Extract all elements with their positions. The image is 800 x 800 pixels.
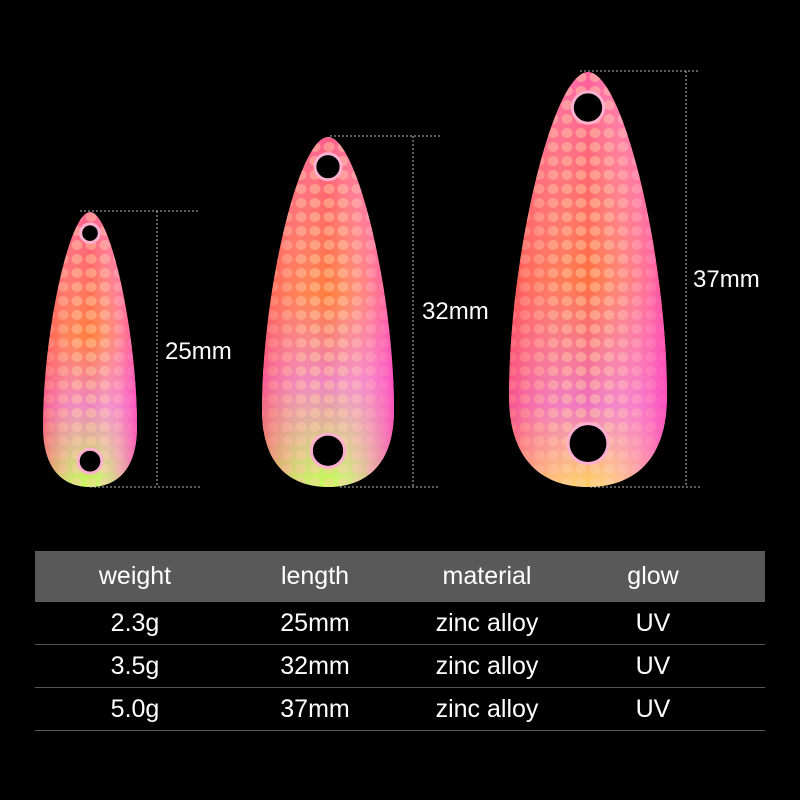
cell-glow: UV	[635, 694, 671, 723]
spoon-small	[43, 212, 137, 487]
product-illustration	[43, 70, 700, 488]
cell-material: zinc alloy	[435, 651, 539, 680]
table-row: 5.0g 37mm zinc alloy UV	[35, 688, 765, 731]
cell-glow: UV	[635, 608, 671, 637]
cell-weight: 2.3g	[110, 608, 160, 637]
dimension-label-small: 25mm	[165, 338, 232, 365]
cell-length: 25mm	[280, 608, 350, 637]
cell-material: zinc alloy	[435, 694, 539, 723]
header-weight: weight	[98, 562, 172, 590]
dimension-label-large: 37mm	[693, 266, 760, 293]
header-glow: glow	[627, 562, 679, 590]
dimension-label-medium: 32mm	[422, 298, 489, 325]
bottom-hole	[309, 432, 347, 469]
cell-material: zinc alloy	[435, 608, 539, 637]
table-row: 2.3g 25mm zinc alloy UV	[35, 602, 765, 645]
cell-weight: 3.5g	[110, 651, 160, 680]
spoon-medium	[262, 137, 394, 487]
cell-weight: 5.0g	[110, 694, 160, 723]
header-material: material	[442, 562, 532, 590]
top-hole	[313, 152, 343, 182]
cell-glow: UV	[635, 651, 671, 680]
table-header: weight length material glow	[35, 551, 765, 602]
cell-length: 37mm	[280, 694, 350, 723]
bottom-hole	[566, 422, 610, 465]
spec-table: weight length material glow 2.3g 25mm zi…	[35, 551, 765, 731]
cell-length: 32mm	[280, 651, 350, 680]
table-row: 3.5g 32mm zinc alloy UV	[35, 645, 765, 688]
top-hole	[570, 90, 606, 125]
top-hole	[79, 222, 101, 244]
header-length: length	[280, 562, 350, 590]
bottom-hole	[76, 447, 104, 475]
spoon-large	[509, 72, 667, 487]
